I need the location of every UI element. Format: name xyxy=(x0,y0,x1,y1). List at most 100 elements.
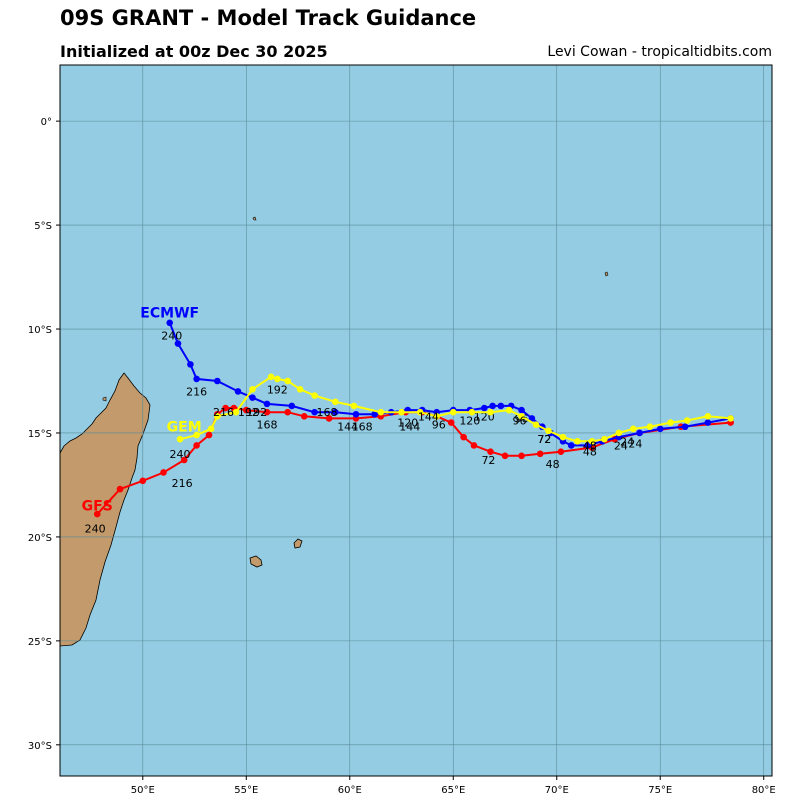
track-point xyxy=(274,375,281,383)
forecast-hour-label: 24 xyxy=(628,437,642,450)
credit: Levi Cowan - tropicaltidbits.com xyxy=(547,44,772,60)
forecast-hour-label: 144 xyxy=(399,421,420,434)
lon-tick-label: 50°E xyxy=(131,785,155,796)
lat-tick-label: 0° xyxy=(41,117,52,128)
track-point xyxy=(532,421,540,428)
forecast-hour-label: 72 xyxy=(537,433,551,446)
track-point xyxy=(288,402,296,410)
track-point xyxy=(487,448,494,455)
lat-tick-label: 20°S xyxy=(28,533,52,544)
forecast-hour-label: 48 xyxy=(546,458,560,471)
mauritius-island xyxy=(293,538,303,549)
forecast-hour-label: 144 xyxy=(337,421,358,434)
track-point xyxy=(574,437,581,445)
forecast-hour-label: 48 xyxy=(583,446,597,459)
lon-tick-label: 60°E xyxy=(338,785,362,796)
track-point xyxy=(398,408,405,416)
track-point xyxy=(704,419,712,426)
forecast-hour-label: 240 xyxy=(85,523,106,536)
track-point xyxy=(636,429,643,437)
track-point xyxy=(681,423,689,431)
track-point xyxy=(331,398,339,406)
forecast-hour-label: 144 xyxy=(418,410,439,423)
lat-tick-label: 30°S xyxy=(28,741,52,752)
track-point xyxy=(311,392,318,399)
forecast-hour-label: 192 xyxy=(238,406,259,419)
track-point xyxy=(588,437,596,445)
lon-tick-label: 70°E xyxy=(545,785,569,796)
track-point xyxy=(536,450,544,458)
track-point xyxy=(518,452,525,460)
forecast-hour-label: 216 xyxy=(172,477,193,490)
track-point xyxy=(176,435,184,443)
track-point xyxy=(352,410,360,418)
reunion-island xyxy=(249,555,263,568)
track-point xyxy=(207,425,215,433)
tracks: 24487296120144168192216240GFS24487296120… xyxy=(82,305,734,536)
track-point xyxy=(234,388,242,395)
forecast-hour-label: 192 xyxy=(267,383,288,396)
forecast-hour-label: 120 xyxy=(397,417,418,430)
track-point xyxy=(284,408,291,416)
track-point xyxy=(518,413,525,420)
forecast-hour-label: 240 xyxy=(170,448,191,461)
track-point xyxy=(584,442,592,449)
track-point xyxy=(449,408,457,416)
forecast-hour-label: 168 xyxy=(256,419,277,432)
track-point xyxy=(601,435,608,443)
track-point xyxy=(222,404,229,412)
forecast-hour-label: 120 xyxy=(459,415,480,428)
track-point xyxy=(518,406,525,414)
forecast-hour-label: 192 xyxy=(246,406,267,419)
madagascar xyxy=(59,372,151,647)
forecast-hour-label: 24 xyxy=(620,435,634,448)
grid: 0° 5°S 10°S 15°S 20°S 25°S 30°S 50°E 55°E 60°E 65°… xyxy=(28,65,776,796)
page-title: 09S GRANT - Model Track Guidance xyxy=(60,6,477,30)
small-islet-3 xyxy=(102,396,107,402)
model-name-label: ECMWF xyxy=(140,305,199,321)
track-point xyxy=(300,413,308,420)
map-border xyxy=(59,64,773,777)
land xyxy=(59,216,609,647)
forecast-hour-label: 72 xyxy=(481,454,495,467)
track-point xyxy=(180,456,188,464)
track-point xyxy=(284,377,291,385)
lat-tick-label: 25°S xyxy=(28,637,52,648)
track-point xyxy=(615,429,623,437)
track-point xyxy=(489,402,496,410)
track-point xyxy=(557,448,565,455)
track-point xyxy=(567,442,575,449)
track-point xyxy=(214,413,221,420)
track-point xyxy=(468,408,476,416)
track-point xyxy=(193,431,200,439)
lat-tick-label: 10°S xyxy=(28,325,52,336)
track-point xyxy=(501,452,509,460)
track-point xyxy=(242,406,250,414)
track-point xyxy=(263,408,271,416)
forecast-hour-label: 24 xyxy=(614,439,628,452)
track-point xyxy=(350,402,358,410)
lon-tick-label: 65°E xyxy=(441,785,465,796)
track-point xyxy=(528,415,536,422)
track-point xyxy=(331,408,339,416)
lat-tick-label: 15°S xyxy=(28,429,52,440)
track-point xyxy=(232,408,240,416)
lat-tick-label: 5°S xyxy=(34,221,52,232)
track-point xyxy=(481,404,488,412)
forecast-hour-label: 168 xyxy=(352,421,373,434)
frame xyxy=(59,64,773,777)
track-point xyxy=(416,408,424,416)
forecast-hour-label: 240 xyxy=(161,329,182,342)
track-point xyxy=(166,319,173,327)
track-point xyxy=(447,419,455,426)
track-point xyxy=(325,415,333,422)
track-point xyxy=(667,419,674,426)
forecast-hour-label: 168 xyxy=(317,406,338,419)
track-point xyxy=(470,442,478,449)
lon-tick-label: 80°E xyxy=(752,785,776,796)
track-point xyxy=(139,477,147,485)
ocean xyxy=(60,65,772,776)
